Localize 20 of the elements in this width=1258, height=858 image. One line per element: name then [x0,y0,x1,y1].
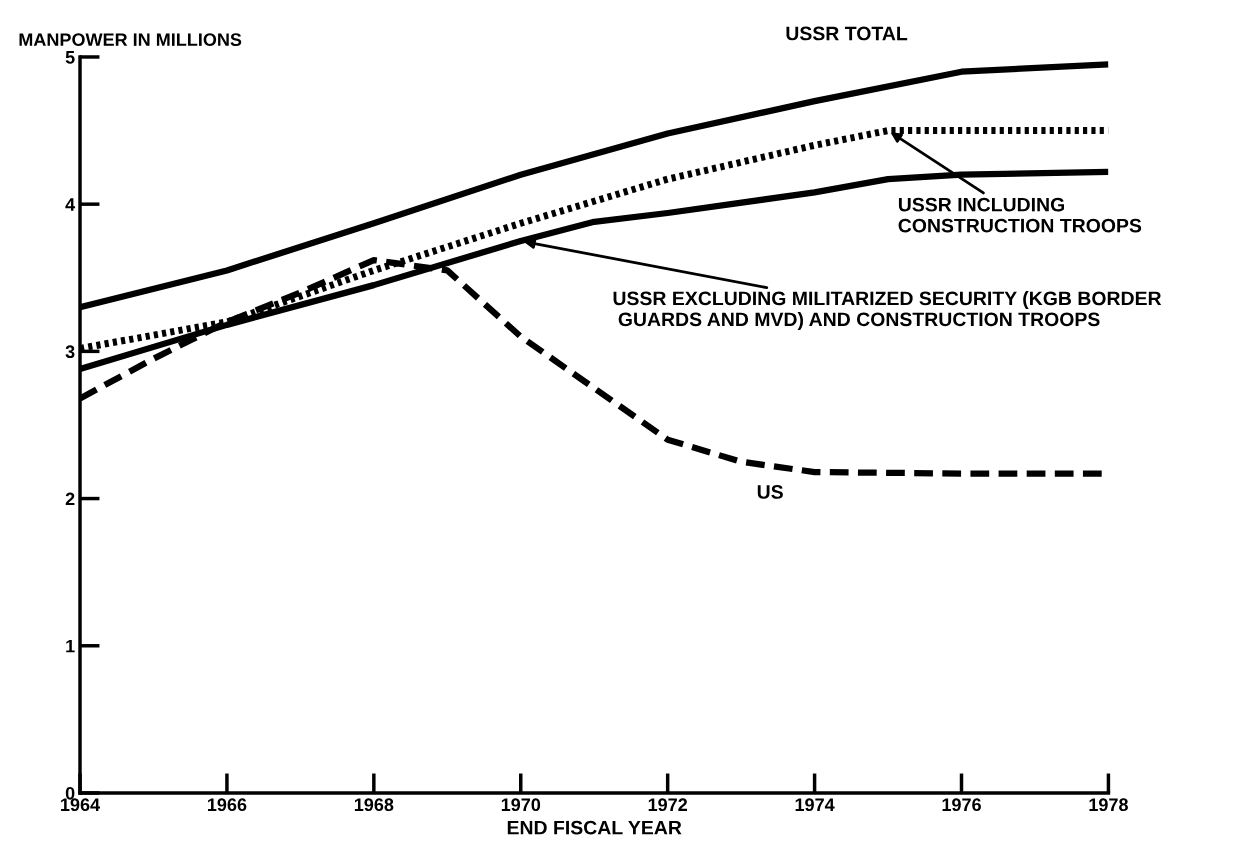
x-tick-label: 1968 [354,798,394,812]
y-tick-label: 3 [65,345,75,359]
y-tick-label: 4 [65,198,76,211]
y-tick-label: 2 [65,492,75,506]
x-tick-label: 1974 [795,798,835,812]
x-tick-label: 1964 [61,798,100,812]
x-tick-label: 1976 [942,798,981,812]
annotation: USSR EXCLUDING MILITARIZED SECURITY (KGB BORDER GUARDS AND MVD) AND CONSTRUCTION TROOPS [613,290,1162,331]
y-tick-label: 0 [65,786,75,800]
series-label: US [757,485,783,499]
x-tick-label: 1978 [1089,798,1128,812]
y-tick-label: 1 [66,639,75,653]
x-tick-label: 1966 [207,798,247,812]
text: USSR TOTAL [786,26,908,41]
y-axis-title: MANPOWER IN MILLIONS [19,33,242,47]
y-tick-label: 5 [65,51,75,64]
x-tick-label: 1972 [648,798,688,812]
annotation: USSR INCLUDING CONSTRUCTION TROOPS [898,197,1142,233]
x-axis-title: END FISCAL YEAR [507,820,682,835]
x-tick-label: 1970 [501,798,541,812]
